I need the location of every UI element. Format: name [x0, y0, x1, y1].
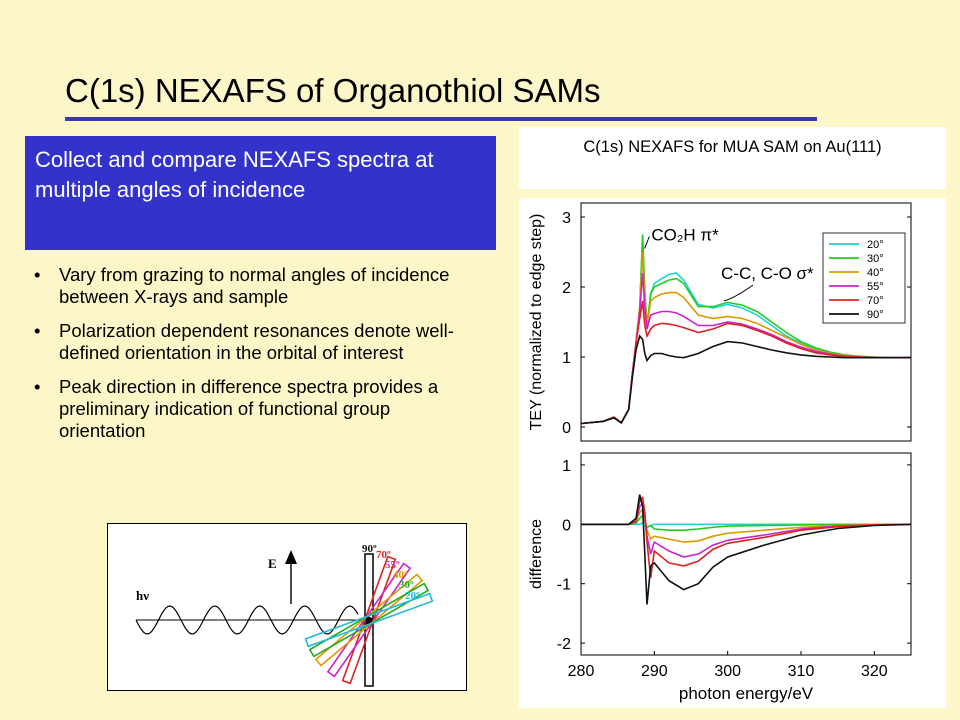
- series-group: [581, 494, 911, 605]
- chart-caption-text: C(1s) NEXAFS for MUA SAM on Au(111): [583, 138, 882, 156]
- angle-label: 55º: [385, 559, 400, 571]
- bullet-text: Vary from grazing to normal angles of in…: [59, 264, 450, 307]
- callout-box: Collect and compare NEXAFS spectra at mu…: [25, 136, 496, 250]
- callout-text: Collect and compare NEXAFS spectra at mu…: [35, 147, 434, 202]
- angle-label: 90º: [362, 543, 377, 555]
- series-line: [581, 334, 911, 425]
- chart-caption: C(1s) NEXAFS for MUA SAM on Au(111): [519, 127, 946, 189]
- bullet-list: • Vary from grazing to normal angles of i…: [34, 264, 474, 454]
- photon-energy-label: hν: [136, 588, 149, 603]
- y-tick-label: 1: [562, 350, 571, 367]
- legend-label: 70°: [867, 295, 884, 307]
- y-tick-label: -1: [557, 577, 571, 594]
- x-tick-label: 280: [568, 663, 595, 680]
- y-tick-label: 0: [562, 517, 571, 534]
- sample-plane-outline: [304, 592, 434, 648]
- annotation-label: CO₂H π*: [651, 226, 719, 245]
- legend-label: 20°: [867, 239, 884, 251]
- angle-label: 30º: [399, 579, 414, 591]
- e-field-label: E: [268, 556, 277, 571]
- y-tick-label: 3: [562, 210, 571, 227]
- legend-label: 90°: [867, 309, 884, 321]
- nexafs-chart: 0 1 2 3 TEY (normalized to edge step) CO₂H π*…: [528, 202, 912, 703]
- y-axis-label: difference: [528, 519, 545, 589]
- bullet-dot: •: [34, 376, 41, 397]
- slide-title: C(1s) NEXAFS of Organothiol SAMs: [65, 72, 601, 109]
- y-tick-label: 1: [562, 458, 571, 475]
- bullet-item: • Peak direction in difference spectra pr…: [34, 376, 474, 442]
- x-tick-label: 290: [641, 663, 668, 680]
- title-underline: [65, 117, 817, 121]
- annotation-label: C-C, C-O σ*: [721, 264, 814, 283]
- series-line: [581, 513, 911, 532]
- bullet-item: • Vary from grazing to normal angles of i…: [34, 264, 474, 308]
- bullet-text: Peak direction in difference spectra pro…: [59, 376, 439, 441]
- series-line: [581, 494, 911, 605]
- bullet-dot: •: [34, 264, 41, 285]
- y-tick-label: 0: [562, 420, 571, 437]
- bullet-text: Polarization dependent resonances denote…: [59, 320, 454, 363]
- x-tick-label: 320: [861, 663, 888, 680]
- legend-label: 30°: [867, 253, 884, 265]
- angle-label: 20º: [405, 590, 420, 602]
- photon-wave: [135, 605, 359, 635]
- annotation-arrow: [644, 236, 650, 249]
- plot-frame: [580, 452, 912, 656]
- y-axis-label: TEY (normalized to edge step): [528, 214, 545, 431]
- angle-label: 70º: [376, 549, 391, 561]
- sample-plane: [304, 592, 434, 648]
- bullet-dot: •: [34, 320, 41, 341]
- y-tick-label: 2: [562, 280, 571, 297]
- legend-box: [822, 232, 906, 324]
- legend-label: 40°: [867, 267, 884, 279]
- y-tick-label: -2: [557, 636, 571, 653]
- x-axis-label: photon energy/eV: [679, 684, 814, 703]
- beam-arrowhead: [366, 615, 376, 625]
- legend-label: 55°: [867, 281, 884, 293]
- angle-label: 40º: [393, 569, 408, 581]
- nexafs-chart-panel: 0 1 2 3 TEY (normalized to edge step) CO₂H π*…: [519, 198, 946, 708]
- geometry-diagram: hν E 90º 70º 55º 40º 30º 20º: [107, 523, 467, 691]
- bullet-item: • Polarization dependent resonances denot…: [34, 320, 474, 364]
- x-tick-label: 310: [788, 663, 815, 680]
- x-tick-label: 300: [714, 663, 741, 680]
- series-group: [581, 234, 911, 425]
- annotation-arrow: [723, 284, 754, 302]
- e-field-arrowhead: [285, 550, 297, 564]
